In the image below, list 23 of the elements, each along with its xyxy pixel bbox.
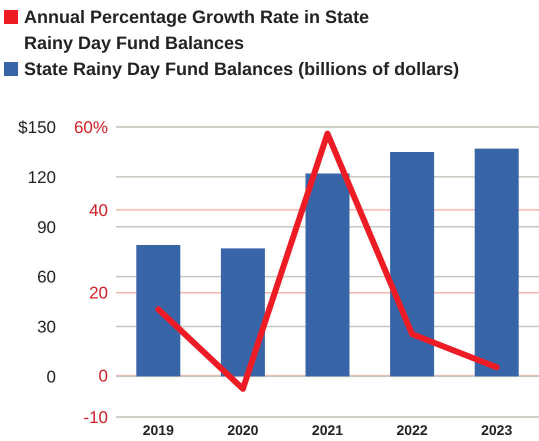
y2-tick-label: 120 <box>28 168 56 187</box>
y2-tick-label: 90 <box>37 218 56 237</box>
legend-label: Annual Percentage Growth Rate in State Rainy Day Fund Balances <box>24 6 370 55</box>
bar <box>136 245 180 376</box>
y2-tick-label: 30 <box>37 318 56 337</box>
x-tick-label: 2023 <box>481 422 512 438</box>
y2-tick-label: $150 <box>18 118 56 138</box>
y-tick-label: 60% <box>74 118 108 138</box>
y-tick-label: 20 <box>89 284 108 303</box>
bar <box>390 152 434 376</box>
x-tick-label: 2019 <box>142 422 174 438</box>
y-tick-label: -10 <box>83 408 108 428</box>
legend-label: State Rainy Day Fund Balances (billions of dollars) <box>24 58 460 81</box>
bar <box>474 148 519 376</box>
y-tick-label: 0 <box>98 366 108 386</box>
x-tick-label: 2021 <box>312 422 344 438</box>
x-tick-label: 2022 <box>396 422 428 438</box>
bar <box>220 248 265 376</box>
bar <box>306 174 350 376</box>
y2-tick-label: 0 <box>46 367 56 386</box>
x-tick-label: 2020 <box>227 422 259 438</box>
y-tick-label: 40 <box>89 200 108 220</box>
y2-tick-label: 60 <box>37 268 56 287</box>
